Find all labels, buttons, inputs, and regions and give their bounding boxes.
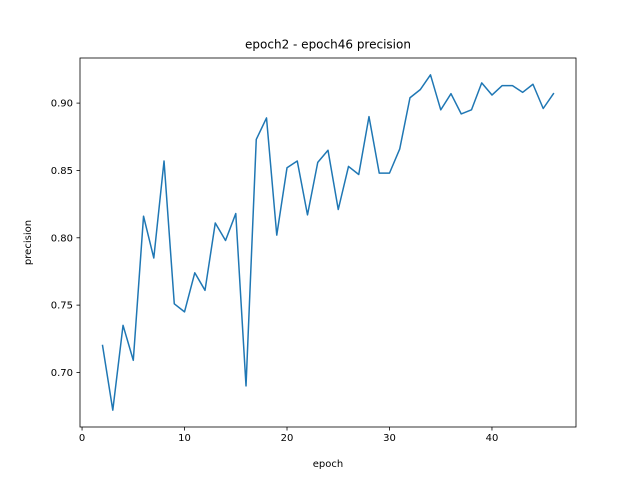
data-point <box>265 116 268 119</box>
data-point <box>214 221 217 224</box>
x-tick-label: 30 <box>383 433 396 444</box>
data-point <box>275 234 278 237</box>
data-point <box>316 161 319 164</box>
y-axis: 0.70 0.75 0.80 0.85 0.90 <box>51 99 80 379</box>
data-point <box>142 215 145 218</box>
data-point <box>337 208 340 211</box>
data-point <box>367 115 370 118</box>
x-tick-label: 10 <box>178 433 191 444</box>
data-point <box>327 149 330 152</box>
x-axis: 0 10 20 30 40 <box>79 427 498 444</box>
data-point <box>378 172 381 175</box>
data-point <box>245 384 248 387</box>
data-point <box>542 107 545 110</box>
data-point <box>173 302 176 305</box>
x-tick-label: 40 <box>486 433 499 444</box>
data-point <box>439 108 442 111</box>
data-point <box>234 212 237 215</box>
data-point <box>163 160 166 163</box>
data-point <box>101 344 104 347</box>
x-tick-label: 0 <box>79 433 85 444</box>
data-point <box>255 138 258 141</box>
data-point <box>388 172 391 175</box>
data-point <box>132 359 135 362</box>
data-point <box>183 310 186 313</box>
data-point <box>152 256 155 259</box>
plot-area <box>101 73 555 412</box>
data-point <box>552 92 555 95</box>
data-point <box>511 84 514 87</box>
data-point <box>306 213 309 216</box>
data-point <box>408 96 411 99</box>
y-axis-label: precision <box>23 220 34 265</box>
y-tick-label: 0.85 <box>51 166 73 177</box>
data-point <box>470 108 473 111</box>
data-point <box>531 83 534 86</box>
data-point <box>449 92 452 95</box>
data-point <box>193 271 196 274</box>
data-point <box>111 409 114 412</box>
data-point <box>122 324 125 327</box>
data-point <box>501 84 504 87</box>
data-point <box>460 112 463 115</box>
data-point <box>296 160 299 163</box>
axes-frame <box>79 57 577 428</box>
y-tick-label: 0.80 <box>51 233 73 244</box>
data-point <box>490 94 493 97</box>
data-point <box>521 91 524 94</box>
data-point <box>224 239 227 242</box>
y-tick-label: 0.90 <box>51 99 73 110</box>
data-point <box>286 166 289 169</box>
y-tick-label: 0.70 <box>51 368 73 379</box>
y-tick-label: 0.75 <box>51 301 73 312</box>
x-axis-label: epoch <box>313 459 343 470</box>
data-point <box>398 147 401 150</box>
chart-title: epoch2 - epoch46 precision <box>245 38 411 52</box>
data-point <box>429 73 432 76</box>
data-point <box>419 88 422 91</box>
data-point <box>357 173 360 176</box>
series-line-0 <box>101 74 555 411</box>
data-point <box>204 289 207 292</box>
data-point <box>480 81 483 84</box>
data-point <box>347 165 350 168</box>
x-tick-label: 20 <box>281 433 294 444</box>
